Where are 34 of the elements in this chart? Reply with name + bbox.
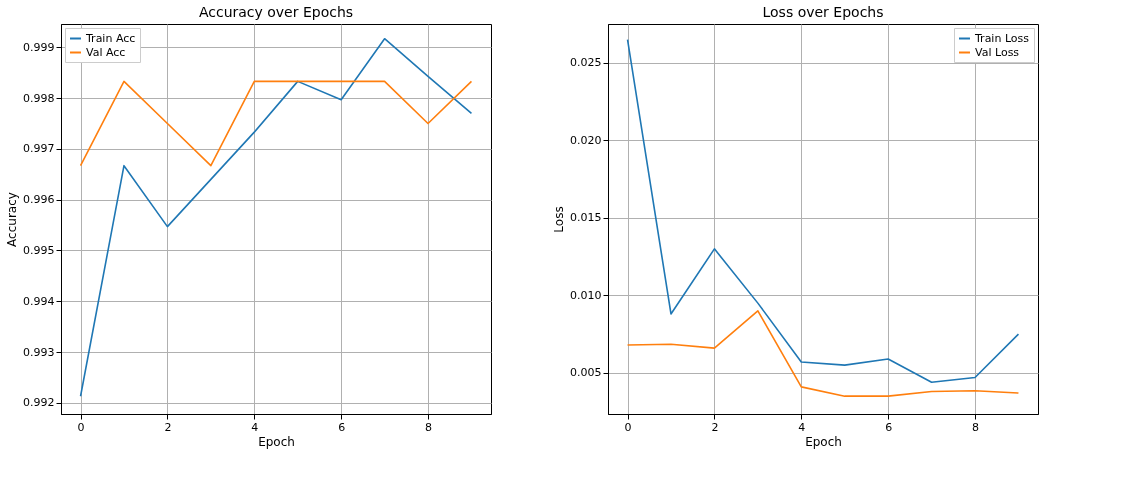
x-tick-label: 0 bbox=[77, 420, 85, 434]
y-tick-label: 0.994 bbox=[23, 294, 55, 308]
y-tick-label: 0.996 bbox=[23, 193, 55, 207]
legend-label: Val Loss bbox=[975, 45, 1020, 59]
x-tick-label: 2 bbox=[711, 420, 719, 434]
y-tick-label: 0.015 bbox=[570, 211, 602, 225]
legend-label: Train Loss bbox=[974, 31, 1030, 45]
y-axis-title: Accuracy bbox=[5, 192, 20, 247]
x-axis-title: Epoch bbox=[805, 434, 842, 449]
x-tick-label: 8 bbox=[972, 420, 980, 434]
y-tick-label: 0.025 bbox=[570, 56, 602, 70]
x-tick-label: 0 bbox=[624, 420, 632, 434]
y-tick-label: 0.998 bbox=[23, 91, 55, 105]
y-tick-label: 0.999 bbox=[23, 40, 55, 54]
y-tick-label: 0.993 bbox=[23, 345, 55, 359]
line-series bbox=[626, 310, 1020, 397]
x-tick-label: 2 bbox=[164, 420, 172, 434]
y-axis-title: Loss bbox=[552, 206, 567, 233]
legend-label: Train Acc bbox=[85, 31, 136, 45]
chart-title: Accuracy over Epochs bbox=[198, 4, 354, 20]
y-tick-label: 0.995 bbox=[23, 243, 55, 257]
legend-label: Val Acc bbox=[86, 45, 126, 59]
x-tick-label: 4 bbox=[251, 420, 259, 434]
chart-title: Loss over Epochs bbox=[762, 4, 884, 20]
y-tick-label: 0.010 bbox=[570, 288, 602, 302]
y-tick-label: 0.997 bbox=[23, 142, 55, 156]
x-tick-label: 8 bbox=[425, 420, 433, 434]
y-tick-label: 0.992 bbox=[23, 396, 55, 410]
x-tick-label: 6 bbox=[885, 420, 893, 434]
y-tick-label: 0.020 bbox=[570, 133, 602, 147]
x-tick-label: 4 bbox=[798, 420, 806, 434]
x-tick-label: 6 bbox=[338, 420, 346, 434]
y-tick-label: 0.005 bbox=[570, 366, 602, 380]
x-axis-title: Epoch bbox=[258, 434, 295, 449]
